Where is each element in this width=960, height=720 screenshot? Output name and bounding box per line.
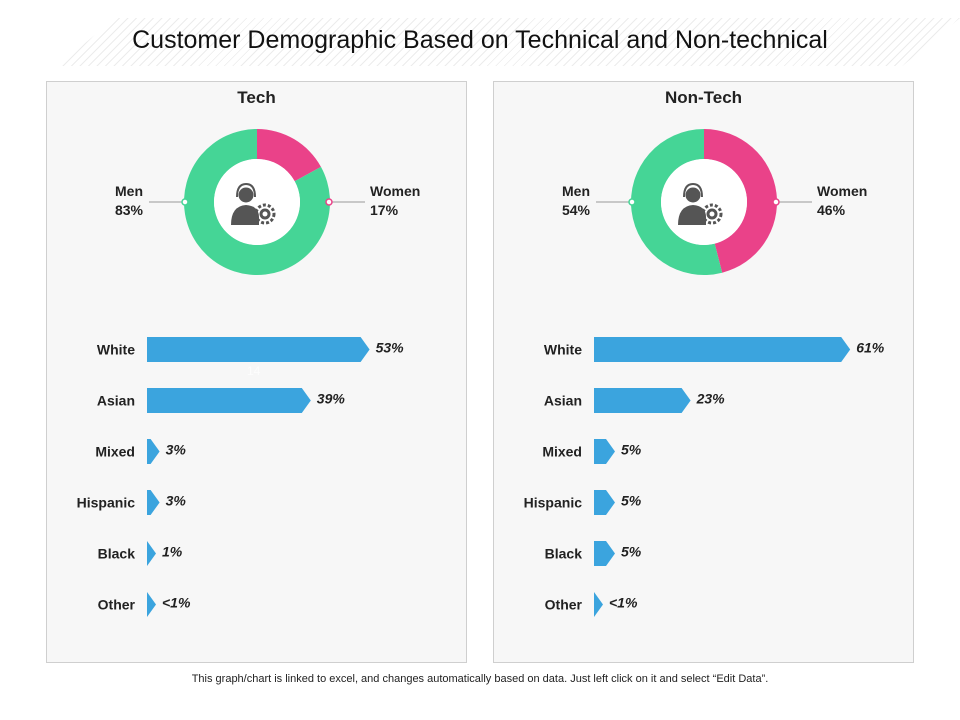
footnote: This graph/chart is linked to excel, and… xyxy=(191,673,769,685)
leader-dot-women xyxy=(772,198,780,206)
bar-category-label: White xyxy=(544,342,582,358)
tech-panel: Tech Men 83% Women 17% White 53% Asian 39% Mixed… xyxy=(46,81,467,663)
header-hatch-decoration xyxy=(57,18,960,66)
leader-dot-women xyxy=(325,198,333,206)
non-tech-panel: Non-Tech Men 54% Women 46% White 61% Asian 23% M… xyxy=(493,81,914,663)
bar-mixed xyxy=(147,439,160,464)
bar-asian xyxy=(594,388,691,413)
slice-label-women: Women xyxy=(370,183,420,199)
support-agent-gear-icon xyxy=(231,182,276,225)
bar-mixed xyxy=(594,439,615,464)
bar-black xyxy=(594,541,615,566)
bar-white xyxy=(147,337,370,362)
bar-category-label: Asian xyxy=(97,393,135,409)
bar-value-label: 39% xyxy=(317,391,346,407)
leader-dot-men xyxy=(181,198,189,206)
bar-value-label: 3% xyxy=(166,493,187,509)
bar-category-label: Other xyxy=(98,597,136,613)
bar-black xyxy=(147,541,156,566)
donut-chart xyxy=(631,129,778,275)
bar-category-label: Mixed xyxy=(95,444,135,460)
bar-category-label: White xyxy=(97,342,135,358)
leader-dot-men xyxy=(628,198,636,206)
bar-category-label: Other xyxy=(545,597,583,613)
slice-label-men: Men xyxy=(562,183,590,199)
bar-hispanic xyxy=(594,490,615,515)
slice-value-women: 17% xyxy=(370,202,399,218)
bar-value-label: 3% xyxy=(166,442,187,458)
slice-label-men: Men xyxy=(115,183,143,199)
bar-value-label: 5% xyxy=(621,493,642,509)
bar-hispanic xyxy=(147,490,160,515)
bar-other xyxy=(147,592,156,617)
bar-other xyxy=(594,592,603,617)
donut-slice-women xyxy=(257,129,321,182)
support-agent-gear-icon xyxy=(678,182,723,225)
bar-value-label: 61% xyxy=(856,340,885,356)
bar-value-label: 1% xyxy=(162,544,183,560)
bar-category-label: Mixed xyxy=(542,444,582,460)
bar-value-label: 23% xyxy=(696,391,726,407)
page-title: Customer Demographic Based on Technical … xyxy=(132,26,828,54)
donut-chart xyxy=(184,129,330,275)
slice-value-men: 54% xyxy=(562,202,591,218)
panel-title: Non-Tech xyxy=(664,88,743,107)
tech-chart: Men 83% Women 17% White 53% Asian 39% Mixed 3% His… xyxy=(77,129,420,617)
donut-slice-women xyxy=(704,129,778,273)
panel-title: Tech xyxy=(237,88,276,107)
bar-value-label: <1% xyxy=(162,595,191,611)
bar-value-label: 53% xyxy=(376,340,405,356)
donut-slice-men xyxy=(631,129,723,275)
bar-category-label: Hispanic xyxy=(77,495,136,511)
donut-center xyxy=(214,159,300,245)
bar-category-label: Hispanic xyxy=(524,495,583,511)
bar-category-label: Black xyxy=(545,546,583,562)
bar-category-label: Black xyxy=(98,546,136,562)
bar-value-label: <1% xyxy=(609,595,638,611)
bar-asian xyxy=(147,388,311,413)
ghost-number: 14 xyxy=(247,364,261,378)
slice-value-men: 83% xyxy=(115,202,144,218)
donut-center xyxy=(661,159,747,245)
donut-slice-men xyxy=(184,129,330,275)
bar-category-label: Asian xyxy=(544,393,582,409)
bar-value-label: 5% xyxy=(621,544,642,560)
bar-white xyxy=(594,337,851,362)
bar-value-label: 5% xyxy=(621,442,642,458)
slice-label-women: Women xyxy=(817,183,867,199)
slice-value-women: 46% xyxy=(817,202,846,218)
non-tech-chart: Men 54% Women 46% White 61% Asian 23% Mixed 5% His… xyxy=(524,129,885,617)
